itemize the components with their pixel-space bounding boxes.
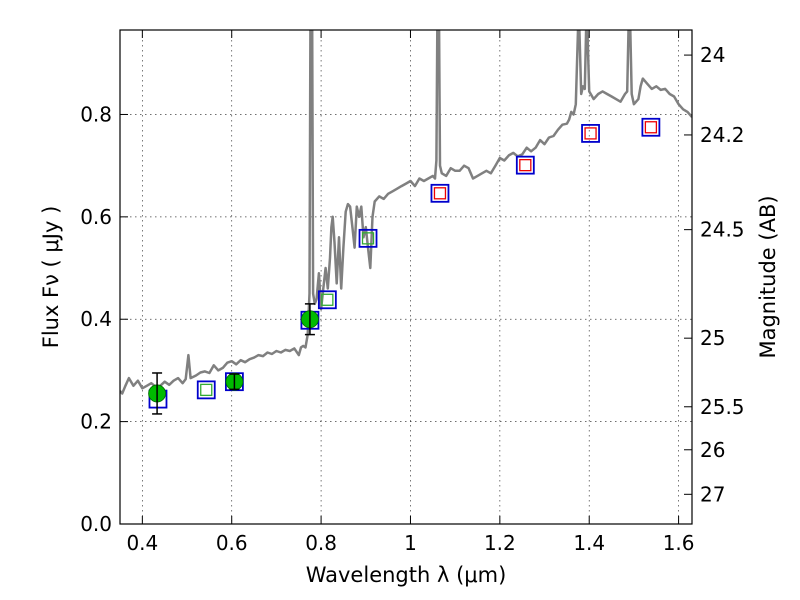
band-marker (321, 293, 334, 306)
model-point (515, 155, 535, 175)
band-marker (361, 232, 375, 245)
y-axis-right-label: Magnitude (AB) (756, 195, 780, 358)
mag-tick-label: 27 (700, 482, 725, 506)
band-marker (519, 158, 532, 172)
mag-tick-label: 26 (700, 438, 725, 462)
plot-area (120, 30, 692, 415)
x-tick-label: 1.4 (573, 531, 605, 555)
model-point (430, 183, 450, 203)
model-point (581, 124, 600, 143)
band-marker (200, 383, 213, 397)
mag-tick-label: 24.2 (700, 123, 745, 147)
y-tick-label: 0.2 (80, 410, 112, 434)
model-sed-line (120, 30, 692, 395)
model-point (317, 290, 337, 310)
mag-tick-label: 24 (700, 43, 725, 67)
x-tick-label: 1.2 (484, 531, 516, 555)
mag-tick-label: 24.5 (700, 218, 745, 242)
band-marker (644, 121, 658, 134)
x-axis-label: Wavelength λ (μm) (306, 563, 507, 587)
y-tick-label: 0.6 (80, 205, 112, 229)
model-point (641, 117, 661, 137)
y-axis-label: Flux Fν ( μJy ) (39, 206, 63, 349)
plot-frame (119, 29, 693, 525)
band-marker (433, 187, 447, 200)
band-marker (584, 127, 597, 140)
mag-tick-label: 25 (700, 326, 725, 350)
x-tick-label: 1.6 (663, 531, 695, 555)
x-tick-label: 1 (404, 531, 417, 555)
x-tick-label: 0.6 (216, 531, 248, 555)
x-tick-label: 0.8 (305, 531, 337, 555)
axes: 0.4 0.6 0.8 1 1.2 1.4 1.6 0.0 0.2 0.4 0.6 0.8 24 24.2… (80, 30, 745, 555)
model-point (196, 380, 216, 400)
model-point (358, 228, 378, 248)
x-tick-label: 0.4 (126, 531, 158, 555)
y-tick-label: 0.0 (80, 512, 112, 536)
mag-tick-label: 25.5 (700, 395, 745, 419)
y-tick-label: 0.4 (80, 307, 112, 331)
y-tick-label: 0.8 (80, 102, 112, 126)
